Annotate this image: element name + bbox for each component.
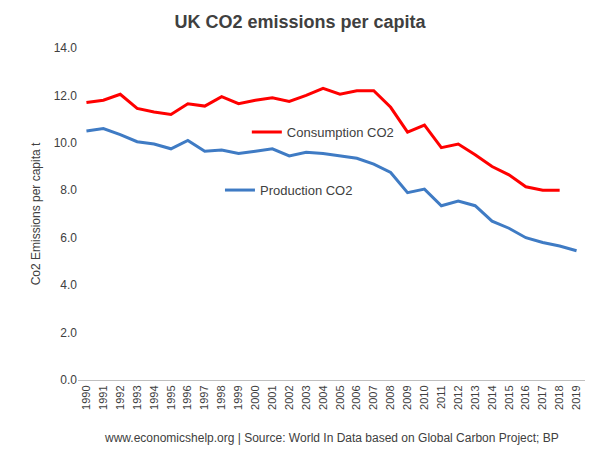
svg-text:2014: 2014 bbox=[486, 385, 498, 409]
svg-text:2003: 2003 bbox=[300, 385, 312, 409]
svg-text:2010: 2010 bbox=[418, 385, 430, 409]
svg-text:2.0: 2.0 bbox=[60, 326, 77, 340]
svg-text:2000: 2000 bbox=[249, 385, 261, 409]
svg-text:Consumption CO2: Consumption CO2 bbox=[287, 125, 394, 140]
svg-text:4.0: 4.0 bbox=[60, 278, 77, 292]
svg-text:1996: 1996 bbox=[181, 385, 193, 409]
svg-text:8.0: 8.0 bbox=[60, 183, 77, 197]
svg-text:1997: 1997 bbox=[198, 385, 210, 409]
svg-text:2018: 2018 bbox=[553, 385, 565, 409]
svg-text:2005: 2005 bbox=[334, 385, 346, 409]
svg-text:6.0: 6.0 bbox=[60, 231, 77, 245]
svg-text:2004: 2004 bbox=[317, 385, 329, 409]
svg-text:0.0: 0.0 bbox=[60, 373, 77, 387]
svg-text:12.0: 12.0 bbox=[54, 89, 78, 103]
svg-text:2002: 2002 bbox=[283, 385, 295, 409]
svg-text:2013: 2013 bbox=[469, 385, 481, 409]
svg-text:2009: 2009 bbox=[401, 385, 413, 409]
svg-text:1999: 1999 bbox=[232, 385, 244, 409]
svg-text:1994: 1994 bbox=[148, 385, 160, 409]
svg-text:1992: 1992 bbox=[114, 385, 126, 409]
svg-text:2017: 2017 bbox=[536, 385, 548, 409]
svg-text:www.economicshelp.org | Source: www.economicshelp.org | Source: World In… bbox=[104, 431, 559, 445]
svg-text:2007: 2007 bbox=[367, 385, 379, 409]
svg-text:2015: 2015 bbox=[503, 385, 515, 409]
svg-text:1995: 1995 bbox=[165, 385, 177, 409]
svg-text:1998: 1998 bbox=[215, 385, 227, 409]
svg-text:2008: 2008 bbox=[384, 385, 396, 409]
svg-text:Production CO2: Production CO2 bbox=[260, 183, 353, 198]
svg-text:14.0: 14.0 bbox=[54, 41, 78, 55]
svg-text:1990: 1990 bbox=[80, 385, 92, 409]
svg-text:2001: 2001 bbox=[266, 385, 278, 409]
svg-text:UK CO2 emissions per capita: UK CO2 emissions per capita bbox=[174, 12, 426, 32]
svg-text:2011: 2011 bbox=[435, 385, 447, 409]
svg-text:1991: 1991 bbox=[97, 385, 109, 409]
svg-text:1993: 1993 bbox=[131, 385, 143, 409]
svg-text:10.0: 10.0 bbox=[54, 136, 78, 150]
svg-text:2006: 2006 bbox=[350, 385, 362, 409]
svg-text:2012: 2012 bbox=[452, 385, 464, 409]
svg-text:2016: 2016 bbox=[519, 385, 531, 409]
svg-text:Co2 Emissions per capita t: Co2 Emissions per capita t bbox=[29, 142, 43, 285]
svg-text:2019: 2019 bbox=[570, 385, 582, 409]
